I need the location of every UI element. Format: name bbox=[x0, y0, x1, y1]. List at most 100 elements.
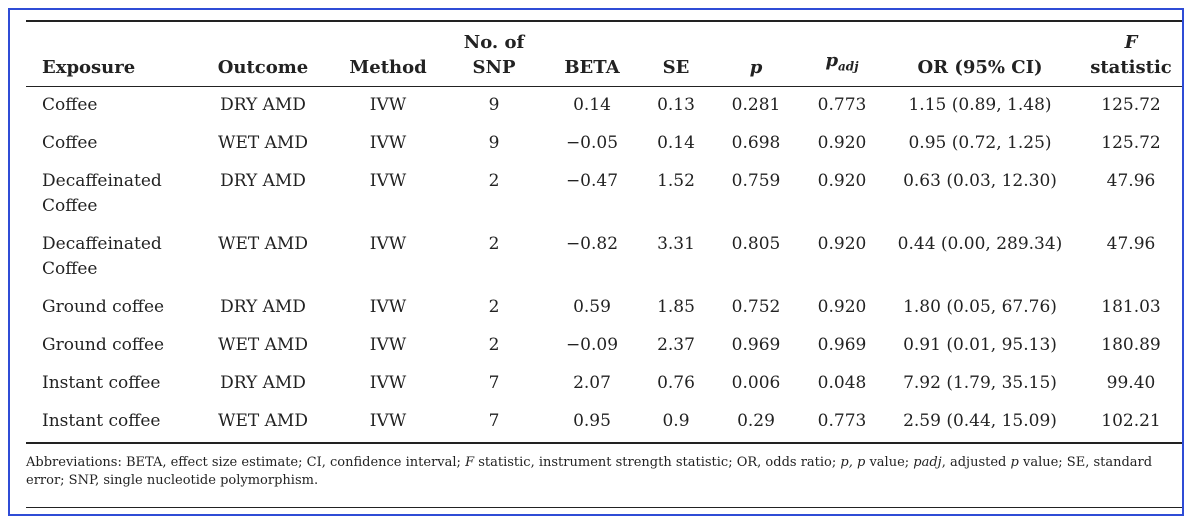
cell-method: IVW bbox=[369, 335, 407, 355]
cell-se: 1.52 bbox=[657, 171, 695, 191]
cell-outcome: DRY AMD bbox=[220, 297, 306, 317]
footnote-padj-italic: padj bbox=[913, 455, 942, 470]
cell-p: 0.29 bbox=[737, 411, 775, 431]
header-padj-main: p bbox=[825, 50, 839, 72]
cell-p: 0.805 bbox=[731, 234, 781, 254]
cell-f: 47.96 bbox=[1106, 171, 1156, 191]
cell-nsnp: 2 bbox=[488, 171, 500, 191]
cell-se: 0.76 bbox=[657, 373, 695, 393]
cell-or: 0.63 (0.03, 12.30) bbox=[903, 171, 1057, 191]
cell-beta: −0.05 bbox=[565, 133, 619, 153]
cell-outcome: WET AMD bbox=[218, 335, 308, 355]
cell-method: IVW bbox=[369, 95, 407, 115]
table-row: Ground coffee DRY AMD IVW 2 0.59 1.85 0.… bbox=[26, 289, 1182, 327]
table-row: Instant coffee DRY AMD IVW 7 2.07 0.76 0… bbox=[26, 365, 1182, 403]
cell-f: 180.89 bbox=[1101, 335, 1161, 355]
bottom-rule bbox=[26, 507, 1182, 508]
results-table-container: Exposure Outcome Method No. of SNP BETA … bbox=[26, 20, 1182, 444]
cell-or: 0.95 (0.72, 1.25) bbox=[908, 133, 1052, 153]
cell-nsnp: 9 bbox=[488, 133, 500, 153]
cell-padj: 0.920 bbox=[817, 133, 867, 153]
cell-exposure: Coffee bbox=[42, 95, 98, 115]
cell-exposure: Instant coffee bbox=[42, 411, 161, 431]
cell-f: 99.40 bbox=[1106, 373, 1156, 393]
cell-or: 7.92 (1.79, 35.15) bbox=[903, 373, 1057, 393]
results-table: Exposure Outcome Method No. of SNP BETA … bbox=[26, 20, 1182, 444]
footnote-text-5: value; SE, standard error; SNP, single n… bbox=[26, 455, 1153, 488]
header-nsnp-line2: SNP bbox=[472, 57, 516, 78]
cell-se: 1.85 bbox=[657, 297, 695, 317]
cell-beta: 0.59 bbox=[573, 297, 611, 317]
table-footnote: Abbreviations: BETA, effect size estimat… bbox=[26, 454, 1176, 490]
cell-p: 0.281 bbox=[731, 95, 781, 115]
table-row: Ground coffee WET AMD IVW 2 −0.09 2.37 0… bbox=[26, 327, 1182, 365]
cell-or: 0.91 (0.01, 95.13) bbox=[903, 335, 1057, 355]
table-row: Coffee DRY AMD IVW 9 0.14 0.13 0.281 0.7… bbox=[26, 87, 1182, 126]
cell-nsnp: 9 bbox=[488, 95, 500, 115]
header-padj-sub: adj bbox=[838, 60, 859, 74]
cell-method: IVW bbox=[369, 373, 407, 393]
cell-exposure: Coffee bbox=[42, 133, 98, 153]
cell-beta: −0.47 bbox=[565, 171, 619, 191]
cell-padj: 0.048 bbox=[817, 373, 867, 393]
cell-outcome: DRY AMD bbox=[220, 171, 306, 191]
header-outcome: Outcome bbox=[217, 57, 309, 78]
header-beta: BETA bbox=[564, 57, 620, 78]
cell-outcome: WET AMD bbox=[218, 411, 308, 431]
cell-or: 2.59 (0.44, 15.09) bbox=[903, 411, 1057, 431]
cell-p: 0.006 bbox=[731, 373, 781, 393]
cell-beta: 2.07 bbox=[573, 373, 611, 393]
header-padj: padj bbox=[804, 21, 880, 87]
cell-padj: 0.773 bbox=[817, 95, 867, 115]
header-f-line2: statistic bbox=[1090, 57, 1172, 78]
table-row: Decaffeinated Coffee WET AMD IVW 2 −0.82… bbox=[26, 226, 1182, 289]
footnote-p-italic: p, p bbox=[840, 455, 866, 470]
footnote-text-3: value; bbox=[865, 455, 914, 470]
cell-method: IVW bbox=[369, 133, 407, 153]
cell-p: 0.969 bbox=[731, 335, 781, 355]
footnote-text-1: Abbreviations: BETA, effect size estimat… bbox=[26, 455, 466, 470]
header-row: Exposure Outcome Method No. of SNP BETA … bbox=[26, 21, 1182, 87]
cell-method: IVW bbox=[369, 411, 407, 431]
cell-beta: 0.14 bbox=[573, 95, 611, 115]
cell-f: 125.72 bbox=[1101, 133, 1161, 153]
cell-padj: 0.920 bbox=[817, 297, 867, 317]
cell-outcome: DRY AMD bbox=[220, 373, 306, 393]
table-row: Coffee WET AMD IVW 9 −0.05 0.14 0.698 0.… bbox=[26, 125, 1182, 163]
cell-se: 2.37 bbox=[657, 335, 695, 355]
footnote-text-2: statistic, instrument strength statistic… bbox=[474, 455, 841, 470]
table-frame: Exposure Outcome Method No. of SNP BETA … bbox=[8, 8, 1184, 516]
cell-se: 0.9 bbox=[662, 411, 690, 431]
footnote-text-4: , adjusted bbox=[941, 455, 1011, 470]
cell-exposure: Ground coffee bbox=[42, 335, 165, 355]
cell-padj: 0.920 bbox=[817, 234, 867, 254]
cell-outcome: DRY AMD bbox=[220, 95, 306, 115]
cell-p: 0.698 bbox=[731, 133, 781, 153]
header-nsnp: No. of SNP bbox=[448, 21, 540, 87]
header-exposure: Exposure bbox=[42, 57, 136, 78]
cell-or: 1.15 (0.89, 1.48) bbox=[908, 95, 1052, 115]
cell-beta: −0.82 bbox=[565, 234, 619, 254]
footnote-f-italic: F bbox=[465, 455, 475, 470]
footnote-p-italic-2: p bbox=[1010, 455, 1019, 470]
header-or: OR (95% CI) bbox=[917, 57, 1043, 78]
cell-or: 0.44 (0.00, 289.34) bbox=[897, 234, 1063, 254]
cell-outcome: WET AMD bbox=[218, 133, 308, 153]
cell-outcome: WET AMD bbox=[218, 234, 308, 254]
table-row: Instant coffee WET AMD IVW 7 0.95 0.9 0.… bbox=[26, 403, 1182, 443]
cell-exposure: Decaffeinated Coffee bbox=[42, 234, 162, 279]
cell-beta: −0.09 bbox=[565, 335, 619, 355]
header-se: SE bbox=[662, 57, 690, 78]
cell-exposure: Decaffeinated Coffee bbox=[42, 171, 162, 216]
cell-nsnp: 7 bbox=[488, 373, 500, 393]
cell-method: IVW bbox=[369, 234, 407, 254]
cell-nsnp: 2 bbox=[488, 297, 500, 317]
cell-or: 1.80 (0.05, 67.76) bbox=[903, 297, 1057, 317]
cell-exposure: Instant coffee bbox=[42, 373, 161, 393]
cell-padj: 0.969 bbox=[817, 335, 867, 355]
cell-beta: 0.95 bbox=[573, 411, 611, 431]
header-p: p bbox=[749, 57, 763, 78]
header-f: F statistic bbox=[1080, 21, 1182, 87]
table-row: Decaffeinated Coffee DRY AMD IVW 2 −0.47… bbox=[26, 163, 1182, 226]
cell-padj: 0.773 bbox=[817, 411, 867, 431]
